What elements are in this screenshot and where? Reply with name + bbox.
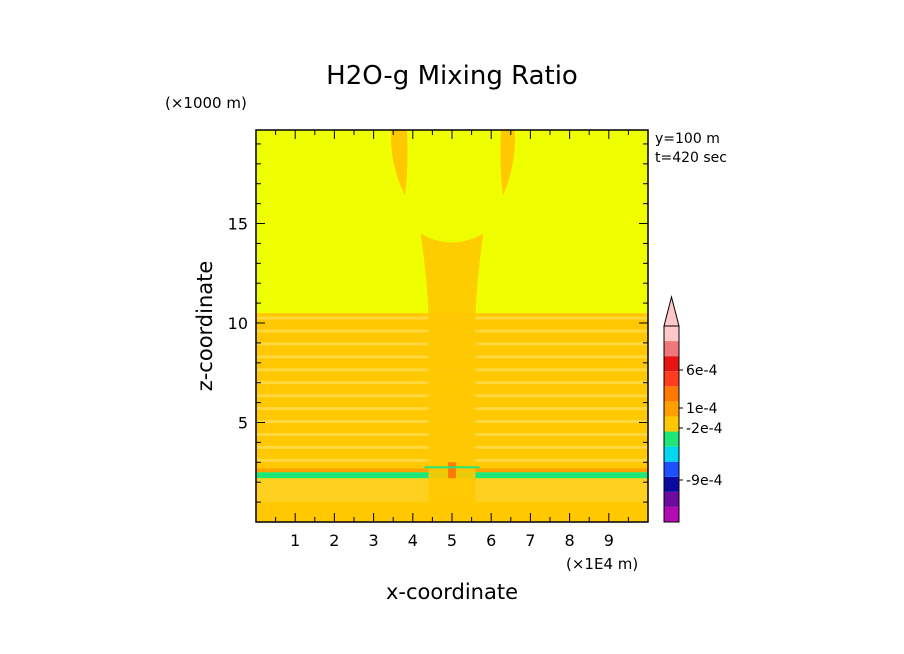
central-hotspot <box>448 462 456 479</box>
central-thin-line <box>424 466 480 469</box>
y-axis: 5 10 15 <box>228 143 648 523</box>
colorbar-extend-arrow <box>663 295 680 327</box>
x-tick-label: 8 <box>565 531 575 550</box>
plot-area <box>256 130 648 522</box>
y-axis-label: z-coordinate <box>193 261 217 392</box>
colorbar-segment <box>664 341 679 357</box>
colorbar-segment <box>664 356 679 372</box>
colorbar-segment <box>664 431 679 447</box>
y-unit-label: (×1000 m) <box>165 94 247 112</box>
upper-plume-left <box>391 130 408 196</box>
colorbar-segment <box>664 446 679 462</box>
colorbar-tick-label: -9e-4 <box>686 473 723 489</box>
colorbar-segment <box>664 476 679 492</box>
x-tick-label: 7 <box>525 531 535 550</box>
colorbar-segment <box>664 326 679 342</box>
colorbar-tick-label: 1e-4 <box>686 401 718 417</box>
annotation-t: t=420 sec <box>655 150 727 166</box>
annotation-y: y=100 m <box>655 131 720 147</box>
y-tick-label: 15 <box>228 215 248 234</box>
upper-plume-right <box>500 130 515 196</box>
colorbar-segment <box>664 506 679 522</box>
x-tick-label: 6 <box>486 531 496 550</box>
colorbar-segment <box>664 401 679 417</box>
colorbar-tick-label: 6e-4 <box>686 363 718 379</box>
colorbar-tick-label: -2e-4 <box>686 421 723 437</box>
colorbar: 6e-4 1e-4 -2e-4 -9e-4 <box>663 295 723 523</box>
x-axis: 1 2 3 4 5 6 7 8 9 <box>255 130 649 550</box>
central-column <box>420 233 484 522</box>
colorbar-segment <box>664 491 679 507</box>
x-tick-label: 1 <box>290 531 300 550</box>
x-tick-label: 5 <box>447 531 457 550</box>
x-tick-label: 4 <box>408 531 418 550</box>
colorbar-segment <box>664 371 679 387</box>
x-tick-label: 9 <box>604 531 614 550</box>
x-tick-label: 2 <box>329 531 339 550</box>
x-tick-label: 3 <box>369 531 379 550</box>
colorbar-frame <box>663 325 680 523</box>
colorbar-segment <box>664 416 679 432</box>
colorbar-segment <box>664 386 679 402</box>
chart-title: H2O-g Mixing Ratio <box>326 61 578 91</box>
colorbar-segment <box>664 461 679 477</box>
y-tick-label: 10 <box>228 314 248 333</box>
y-tick-label: 5 <box>238 414 248 433</box>
x-unit-label: (×1E4 m) <box>566 555 638 573</box>
x-axis-label: x-coordinate <box>386 580 518 604</box>
